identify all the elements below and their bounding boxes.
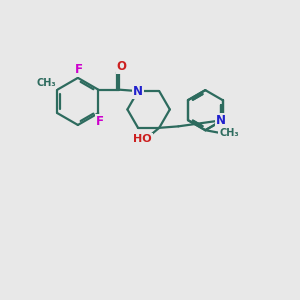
Text: CH₃: CH₃ xyxy=(37,78,56,88)
Text: F: F xyxy=(75,63,83,76)
Text: N: N xyxy=(133,85,143,98)
Text: F: F xyxy=(96,115,104,128)
Text: HO: HO xyxy=(133,134,152,144)
Text: O: O xyxy=(117,60,127,73)
Text: N: N xyxy=(216,114,226,127)
Text: N: N xyxy=(133,85,143,98)
Text: CH₃: CH₃ xyxy=(219,128,239,138)
